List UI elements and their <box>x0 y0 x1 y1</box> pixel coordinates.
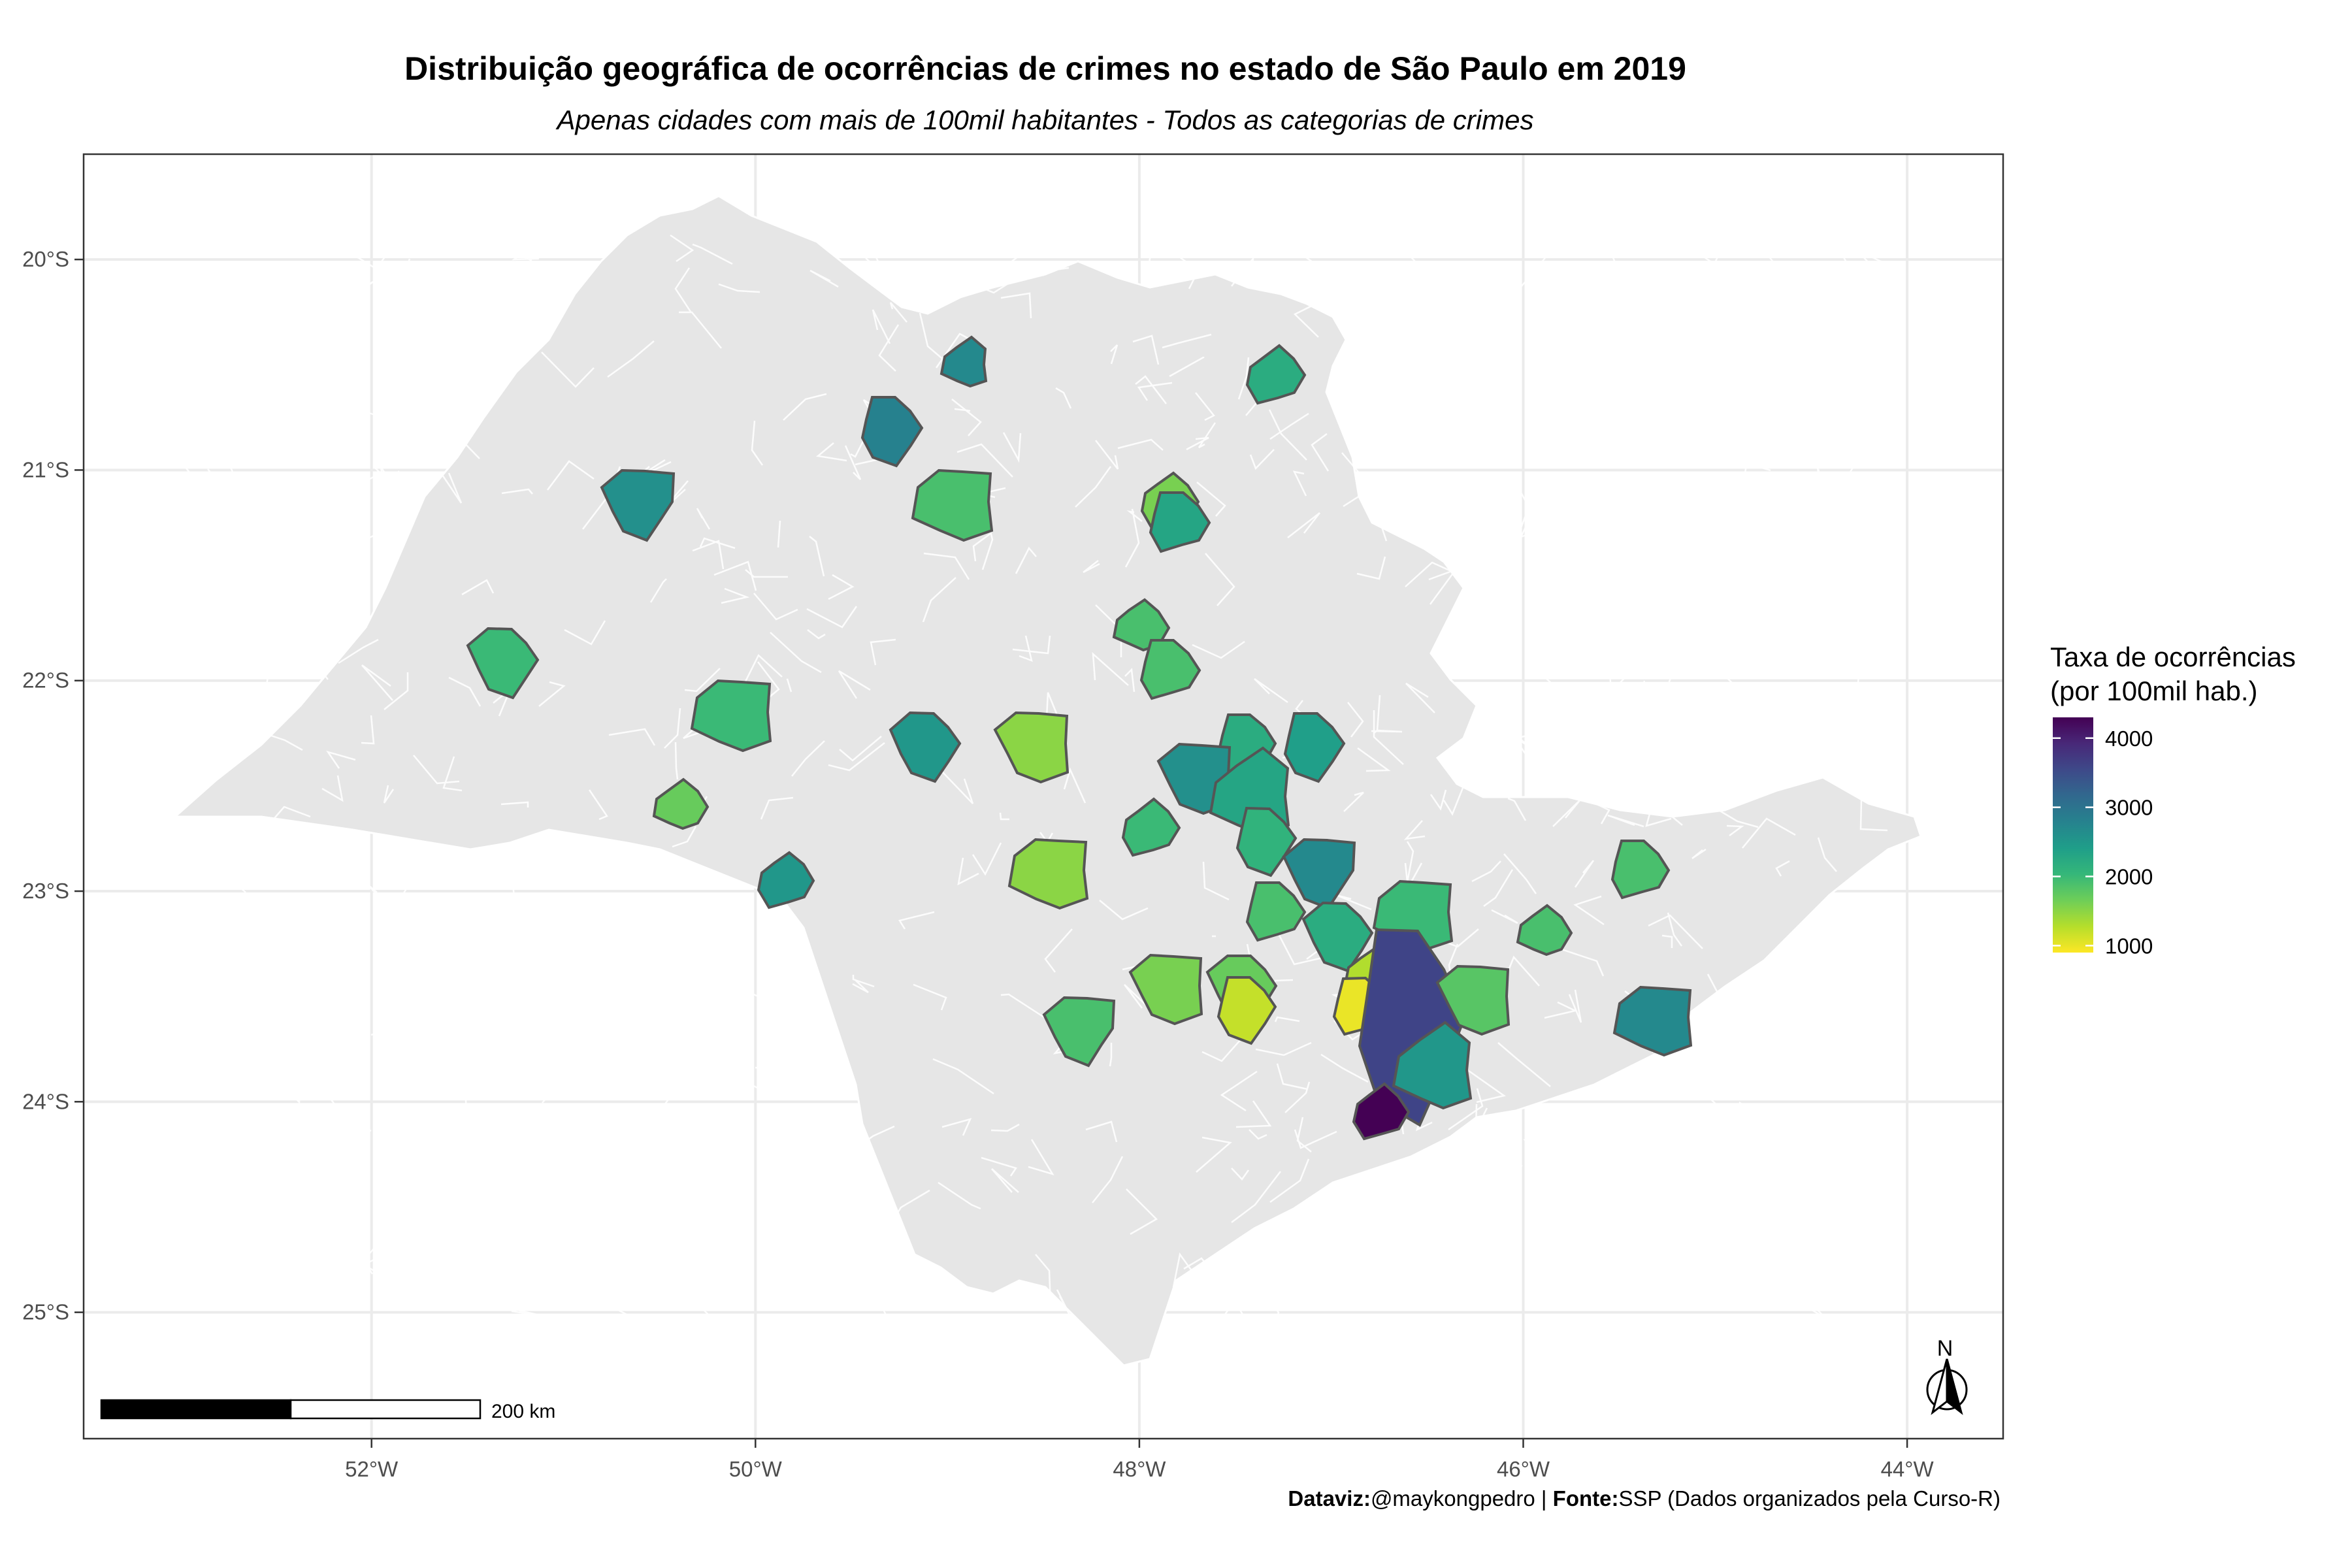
y-tick-label: 20°S <box>22 247 69 271</box>
city-polygon <box>889 711 962 783</box>
north-arrow-icon: N <box>1926 1336 1968 1415</box>
y-tick-label: 21°S <box>22 457 69 482</box>
legend-ticks: 4000 3000 2000 1000 <box>2053 727 2153 958</box>
city-polygon <box>939 335 988 388</box>
x-tick-label: 48°W <box>1113 1457 1166 1481</box>
legend-tick-label: 1000 <box>2105 934 2153 958</box>
city-polygon <box>1392 1021 1473 1110</box>
city-polygon <box>1007 838 1089 910</box>
scale-bar: 200 km <box>100 1399 555 1422</box>
caption-source-label: Fonte: <box>1552 1486 1619 1511</box>
city-polygon <box>1128 953 1203 1026</box>
city-polygon <box>1352 1082 1411 1141</box>
city-polygon <box>1245 344 1307 405</box>
city-polygon <box>1121 797 1181 857</box>
legend-colorbar <box>2053 717 2093 953</box>
legend-tick-label: 2000 <box>2105 865 2153 889</box>
legend: 4000 3000 2000 1000 <box>2053 717 2153 958</box>
axes: 52°W 50°W 48°W 46°W 44°W 20°S 21°S 22°S 23°S 24°S… <box>22 247 1934 1481</box>
city-polygon <box>466 627 540 700</box>
y-tick-label: 25°S <box>22 1300 69 1324</box>
y-tick-label: 22°S <box>22 668 69 693</box>
city-polygon <box>652 777 710 830</box>
caption-dataviz-label: Dataviz: <box>1288 1486 1371 1511</box>
city-polygon <box>1282 838 1356 910</box>
legend-title-line1: Taxa de ocorrências <box>2050 642 2296 672</box>
city-polygon <box>1149 491 1211 553</box>
caption-separator: | <box>1535 1486 1553 1511</box>
city-polygon <box>1042 996 1116 1068</box>
x-tick-label: 44°W <box>1881 1457 1935 1481</box>
y-tick-label: 24°S <box>22 1089 69 1113</box>
north-label: N <box>1937 1336 1953 1361</box>
city-polygon <box>1516 904 1573 956</box>
city-polygon <box>690 679 772 753</box>
legend-tick-label: 3000 <box>2105 796 2153 820</box>
x-tick-label: 50°W <box>729 1457 783 1481</box>
city-polygon <box>860 396 924 468</box>
city-polygon <box>993 711 1070 784</box>
panel-border <box>82 153 2004 1440</box>
y-tick-label: 23°S <box>22 879 69 903</box>
caption: Dataviz:@maykongpedro | Fonte:SSP (Dados… <box>1288 1486 2001 1511</box>
city-polygon <box>1235 806 1298 877</box>
chart-subtitle: Apenas cidades com mais de 100mil habita… <box>557 105 1534 135</box>
city-polygon <box>1245 881 1307 942</box>
city-polygon <box>1283 712 1346 783</box>
legend-title-line2: (por 100mil hab.) <box>2050 676 2258 706</box>
city-polygon <box>911 468 994 542</box>
scale-bar-label: 200 km <box>491 1401 555 1422</box>
city-polygon <box>1301 901 1374 973</box>
city-polygon <box>1610 840 1671 900</box>
city-polygon <box>1435 964 1511 1036</box>
city-polygon <box>1612 985 1693 1057</box>
city-polygon <box>600 468 676 542</box>
city-polygons <box>466 335 1693 1141</box>
legend-title: Taxa de ocorrências (por 100mil hab.) <box>2050 640 2296 708</box>
chart-title: Distribuição geográfica de ocorrências d… <box>404 50 1686 87</box>
legend-tick-label: 4000 <box>2105 727 2153 751</box>
x-tick-label: 46°W <box>1497 1457 1550 1481</box>
city-polygon <box>757 851 815 909</box>
city-polygon <box>1217 976 1277 1045</box>
x-tick-label: 52°W <box>345 1457 399 1481</box>
city-polygon <box>1139 639 1201 700</box>
caption-dataviz-value: @maykongpedro <box>1370 1486 1535 1511</box>
caption-source-value: SSP (Dados organizados pela Curso-R) <box>1618 1486 2001 1511</box>
